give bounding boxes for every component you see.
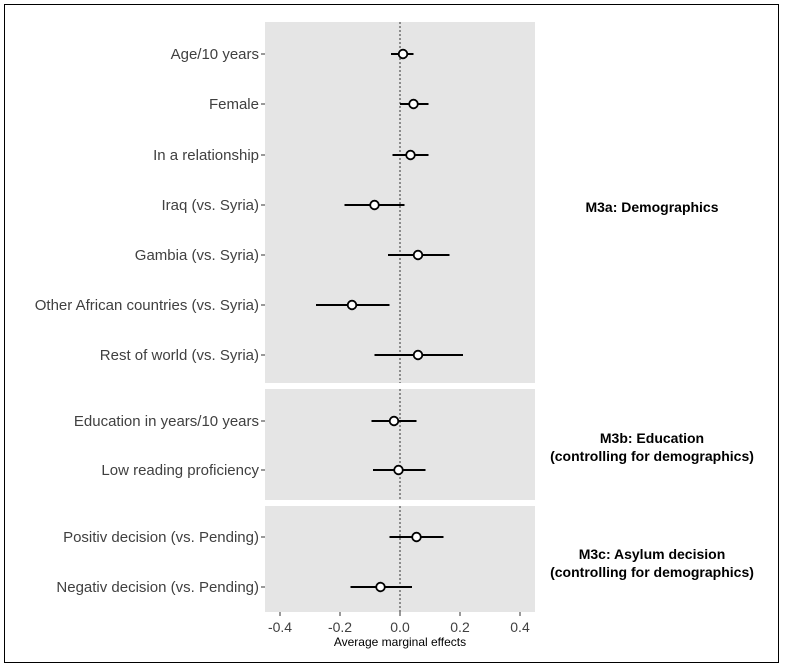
y-tick-label: Negativ decision (vs. Pending) xyxy=(56,579,259,596)
y-tick-label: Low reading proficiency xyxy=(101,462,259,479)
estimate-point xyxy=(405,149,416,161)
y-tick-label: Age/10 years xyxy=(171,46,259,63)
estimate-point xyxy=(408,98,419,110)
y-tick-label: Education in years/10 years xyxy=(74,413,259,430)
panel-label: M3a: Demographics xyxy=(585,199,718,215)
estimate-point xyxy=(369,199,380,211)
y-tick-label: Female xyxy=(209,96,259,113)
y-tick-label: Iraq (vs. Syria) xyxy=(161,197,259,214)
panel-label: M3b: Education xyxy=(600,430,704,446)
x-tick-label: -0.4 xyxy=(268,619,292,635)
y-tick-label: Positiv decision (vs. Pending) xyxy=(63,529,259,546)
x-tick-label: 0.0 xyxy=(390,619,410,635)
figure-frame xyxy=(4,4,779,663)
estimate-point xyxy=(411,531,422,543)
panel-label: (controlling for demographics) xyxy=(550,564,754,580)
x-tick-label: -0.2 xyxy=(328,619,352,635)
panel-label: M3c: Asylum decision xyxy=(579,546,726,562)
x-tick-label: 0.4 xyxy=(510,619,530,635)
panel-label: (controlling for demographics) xyxy=(550,448,754,464)
estimate-point xyxy=(346,299,358,311)
x-tick-label: 0.2 xyxy=(450,619,470,635)
estimate-point xyxy=(412,249,424,261)
y-tick-label: Other African countries (vs. Syria) xyxy=(35,297,259,314)
y-tick-label: Gambia (vs. Syria) xyxy=(135,247,259,264)
y-tick-label: In a relationship xyxy=(153,147,259,164)
estimate-point xyxy=(397,48,409,60)
estimate-point xyxy=(393,464,404,476)
estimate-point xyxy=(388,415,400,427)
x-axis-label: Average marginal effects xyxy=(334,635,466,649)
estimate-point xyxy=(412,349,424,361)
y-tick-label: Rest of world (vs. Syria) xyxy=(100,347,259,364)
estimate-point xyxy=(375,581,386,593)
